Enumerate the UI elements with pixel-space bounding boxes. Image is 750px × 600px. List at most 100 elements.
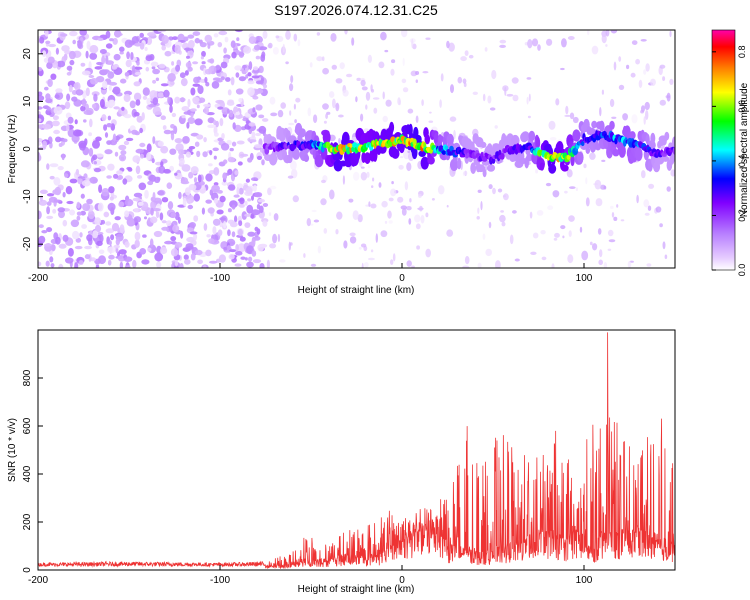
spectrogram-scatter-blob [336,211,343,220]
spectrogram-scatter-blob [650,78,656,87]
spectrogram-ridge-halo [486,164,496,172]
spectrogram-noise-blob [240,256,246,260]
spectrogram-scatter-blob [425,248,432,258]
spectrogram-scatter-blob [589,241,593,246]
spectrogram-noise-blob [169,104,173,113]
spectrogram-noise-blob [83,119,87,123]
spectrogram-noise-blob [251,195,254,201]
spectrogram-noise-blob [109,99,116,107]
spectrogram-noise-blob [180,180,190,185]
spectrogram-scatter-blob [446,229,454,237]
spectrogram-noise-blob [247,157,253,163]
spectrogram-noise-blob [120,150,127,156]
spectrogram-x-tick-label: 0 [399,273,405,284]
spectrogram-noise-blob [248,256,253,262]
spectrogram-noise-blob [251,75,260,79]
spectrogram-noise-blob [160,161,164,167]
spectrogram-noise-blob [192,31,201,36]
spectrogram-scatter-blob [406,206,412,211]
spectrogram-noise-blob [135,165,141,175]
spectrogram-scatter-blob [326,111,331,115]
spectrogram-noise-blob [88,132,92,137]
spectrogram-scatter-blob [380,230,388,238]
spectrogram-noise-blob [208,66,212,75]
spectrogram-noise-blob [101,114,107,122]
spectrogram-scatter-blob [360,166,365,169]
spectrogram-ridge-core [352,142,358,148]
spectrogram-scatter-blob [391,59,396,64]
spectrogram-noise-blob [155,77,160,82]
spectrogram-noise-blob [234,170,239,176]
colorbar-tick-label: 0.8 [737,46,747,59]
spectrogram-ridge-halo [476,164,486,173]
spectrogram-noise-blob [153,230,163,238]
spectrogram-noise-blob [76,201,81,209]
spectrogram-ridge-halo [344,159,352,168]
spectrogram-scatter-blob [342,175,345,185]
spectrogram-scatter-blob [626,64,630,70]
spectrogram-scatter-blob [480,201,483,211]
spectrogram-noise-blob [93,167,102,173]
spectrogram-noise-blob [251,238,256,247]
spectrogram-ridge-halo [521,131,530,142]
spectrogram-scatter-blob [321,179,326,184]
spectrogram-scatter-blob [365,91,371,101]
spectrogram-noise-blob [157,92,164,98]
spectrogram-noise-blob [174,44,181,54]
spectrogram-noise-blob [158,63,166,69]
spectrogram-noise-blob [104,149,113,155]
spectrogram-noise-blob [68,84,73,93]
spectrogram-scatter-blob [313,114,318,123]
spectrogram-noise-blob [254,144,263,149]
spectrogram-scatter-blob [269,243,277,249]
spectrogram-noise-blob [170,131,175,141]
spectrogram-scatter-blob [575,187,579,191]
colorbar: 0.0 0.2 0.4 0.6 0.8 Normalized spectral ampl… [711,29,750,276]
spectrogram-noise-blob [205,81,210,87]
spectrogram-ridge-core [444,145,449,150]
spectrogram-noise-blob [231,231,236,238]
spectrogram-noise-blob [157,140,164,147]
spectrogram-noise-blob [227,229,231,237]
spectrogram-noise-blob [213,155,217,160]
spectrogram-scatter-blob [415,79,418,83]
spectrogram-noise-blob [221,133,225,140]
spectrogram-noise-blob [205,173,213,182]
spectrogram-scatter-blob [655,206,662,213]
spectrogram-scatter-blob [397,97,401,106]
snr-x-ticks: -200 -100 0 100 [28,565,593,586]
spectrogram-noise-blob [192,61,199,65]
spectrogram-noise-blob [144,189,149,199]
spectrogram-scatter-blob [464,50,469,56]
spectrogram-noise-blob [190,87,196,96]
spectrogram-noise-blob [81,70,91,76]
spectrogram-noise-blob [119,224,125,234]
spectrogram-scatter-blob [268,42,273,49]
spectrogram-noise-blob [256,204,261,210]
spectrogram-noise-blob [161,197,169,203]
spectrogram-noise-blob [235,88,244,95]
spectrogram-noise-blob [39,36,45,44]
spectrogram-noise-blob [122,178,128,185]
spectrogram-noise-blob [178,149,185,155]
spectrogram-scatter-blob [641,170,646,179]
spectrogram-noise-blob [120,78,127,84]
spectrogram-scatter-blob [594,179,602,190]
spectrogram-scatter-blob [477,189,482,193]
snr-x-tick-label: -100 [210,575,230,586]
spectrogram-noise-blob [213,33,219,38]
spectrogram-noise-blob [123,93,131,103]
spectrogram-noise-blob [257,198,265,203]
spectrogram-noise-blob [160,145,169,154]
spectrogram-noise-blob [79,30,87,36]
spectrogram-noise-blob [187,117,195,124]
spectrogram-noise-blob [220,76,225,81]
spectrogram-scatter-blob [545,182,552,187]
spectrogram-noise-blob [101,55,106,65]
spectrogram-scatter-blob [367,165,371,169]
spectrogram-noise-blob [154,176,161,183]
spectrogram-noise-blob [66,200,74,205]
colorbar-tick-label: 0.2 [737,209,747,222]
spectrogram-noise-blob [121,106,125,111]
spectrogram-scatter-blob [297,39,301,47]
